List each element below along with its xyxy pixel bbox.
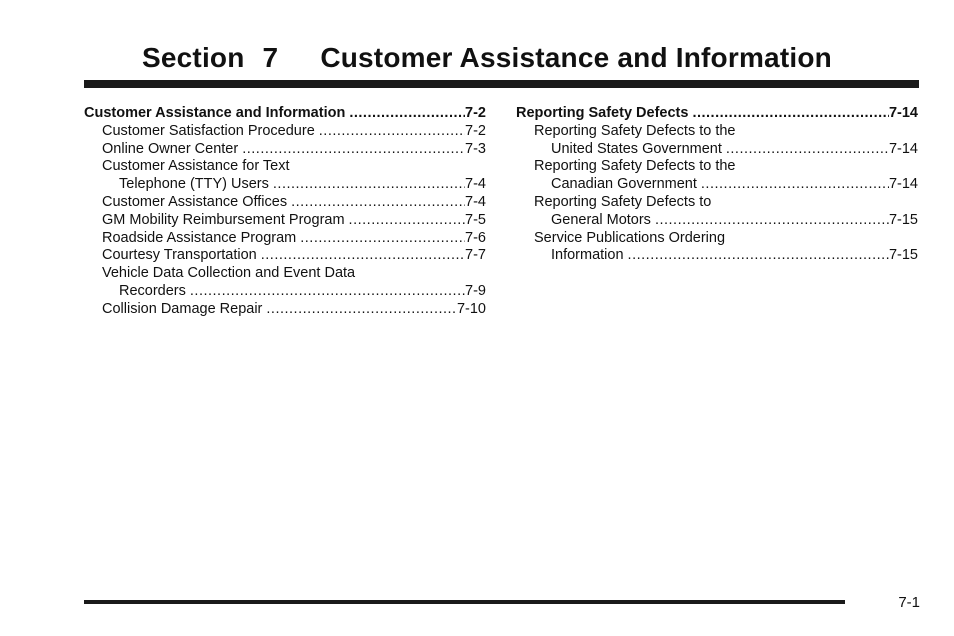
toc-page-ref: 7-4 [465,193,486,210]
page-number: 7-1 [898,594,920,611]
toc-heading-reporting-safety-defects[interactable]: Reporting Safety Defects7-14 [516,105,918,123]
toc-page-ref: 7-7 [465,247,486,264]
toc-item-mobility-reimbursement[interactable]: GM Mobility Reimbursement Program7-5 [84,212,486,230]
toc-page-ref: 7-6 [465,229,486,246]
section-name: Customer Assistance and Information [320,42,832,73]
toc-page-ref: 7-14 [888,176,918,193]
toc-item-online-owner-center[interactable]: Online Owner Center7-3 [84,141,486,159]
toc-page-ref: 7-2 [465,105,486,121]
section-number: 7 [262,42,279,73]
toc-item-us-government[interactable]: Reporting Safety Defects to the United S… [516,123,918,159]
section-title: Section 7 Customer Assistance and Informat… [142,42,902,78]
toc-page-ref: 7-3 [465,140,486,157]
toc-page-ref: 7-14 [888,140,918,157]
toc-page-ref: 7-14 [888,105,918,121]
toc-item-canadian-government[interactable]: Reporting Safety Defects to the Canadian… [516,158,918,194]
bottom-rule [84,600,845,604]
toc-item-assistance-offices[interactable]: Customer Assistance Offices7-4 [84,194,486,212]
toc-item-service-publications[interactable]: Service Publications Ordering Informatio… [516,230,918,266]
toc-item-customer-satisfaction[interactable]: Customer Satisfaction Procedure7-2 [84,123,486,141]
toc-right-column: Reporting Safety Defects7-14 Reporting S… [516,105,918,265]
toc-item-tty[interactable]: Customer Assistance for Text Telephone (… [84,158,486,194]
top-rule [84,80,919,88]
toc-heading-customer-assistance[interactable]: Customer Assistance and Information7-2 [84,105,486,123]
toc-page-ref: 7-5 [465,211,486,228]
toc-page-ref: 7-10 [456,300,486,317]
toc-left-column: Customer Assistance and Information7-2 C… [84,105,486,319]
toc-item-event-data-recorders[interactable]: Vehicle Data Collection and Event Data R… [84,265,486,301]
toc-page-ref: 7-9 [465,282,486,299]
toc-page-ref: 7-2 [465,122,486,139]
toc-page-ref: 7-4 [465,176,486,193]
section-word: Section [142,42,245,73]
toc-item-collision-damage-repair[interactable]: Collision Damage Repair7-10 [84,301,486,319]
toc-page-ref: 7-15 [888,247,918,264]
toc-item-courtesy-transportation[interactable]: Courtesy Transportation7-7 [84,247,486,265]
toc-item-roadside-assistance[interactable]: Roadside Assistance Program7-6 [84,230,486,248]
toc-item-general-motors[interactable]: Reporting Safety Defects to General Moto… [516,194,918,230]
toc-page-ref: 7-15 [888,211,918,228]
